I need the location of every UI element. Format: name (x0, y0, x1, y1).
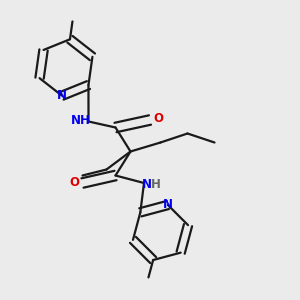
Text: H: H (151, 178, 160, 191)
Text: N: N (142, 178, 152, 191)
Text: O: O (153, 112, 164, 125)
Text: N: N (57, 89, 67, 102)
Text: N: N (163, 199, 173, 212)
Text: O: O (69, 176, 79, 190)
Text: NH: NH (71, 113, 91, 127)
